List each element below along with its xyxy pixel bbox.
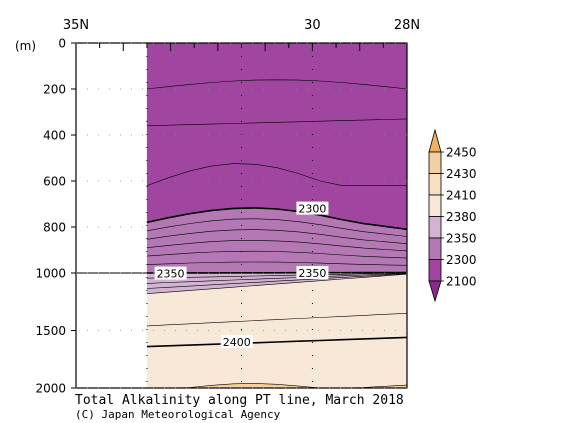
fill-band-below-2300 [146,43,407,230]
contour-thin-upper-2 [146,118,408,127]
chart-credit: (C) Japan Meteorological Agency [75,408,281,421]
contour-thin-mid-5 [146,261,408,266]
y-tick-label: 0 [58,37,66,51]
colorbar-extend-top [428,128,442,153]
fill-band-2410-2430 [146,313,407,388]
colorbar-segment [428,216,442,239]
y-tick-label: 800 [43,221,66,235]
colorbar-segment [428,151,442,174]
contour-thin-upper-3 [146,163,407,186]
colorbar-segment [428,259,442,282]
contour-label-bg [154,266,187,280]
y-tick-label: 1000 [35,267,66,281]
contour-2380 [146,273,408,294]
colorbar-segment [428,237,442,260]
y-tick-label: 2000 [35,382,66,396]
colorbar-label: 2300 [446,253,477,267]
contour-label-layer: 2300 2350 2350 2400 [154,201,329,349]
contour-label: 2350 [298,267,326,280]
contour-label-bg [296,266,329,279]
contour-thin-lower-2 [146,273,408,284]
chart-title: Total Alkalinity along PT line, March 20… [75,393,404,408]
y-tick-label: 200 [43,83,66,97]
contour-label: 2400 [223,336,251,349]
contour-thin-mid-1 [146,218,408,237]
colorbar-label: 2100 [446,275,477,289]
fill-band-above-2430 [146,383,407,388]
contour-label-bg [296,201,329,215]
y-tick-label: 600 [43,175,66,189]
colorbar-label: 2410 [446,189,477,203]
x-tick-label: 28N [394,18,420,33]
fill-band-2300-2350 [146,207,407,273]
y-tick-label: 400 [43,129,66,143]
contour-2410 [146,313,408,327]
fill-band-2350-2380 [146,272,407,294]
x-tick-label: 30 [304,18,321,33]
contour-thin-mid-3 [146,240,408,252]
fill-band-2380-2410 [146,274,407,326]
contour-thin-mid-2 [146,229,408,244]
x-tick-label: 35N [63,18,89,33]
contour-fill-layer [146,43,407,388]
y-axis-unit-label: (m) [15,39,36,53]
colorbar-segment [428,194,442,217]
colorbar-extend-bottom [428,280,442,303]
contour-2400 [146,336,408,348]
contour-label: 2300 [298,203,326,216]
colorbar-label: 2380 [446,210,477,224]
contour-thin-lower-3 [146,273,408,289]
contour-thin-upper-1 [146,79,408,90]
colorbar-segment [428,173,442,196]
contour-2300 [146,207,408,231]
contour-2350 [146,271,408,274]
colorbar-label: 2350 [446,232,477,246]
colorbar-label: 2430 [446,167,477,181]
contour-thin-lower-1 [146,272,408,279]
contour-thin-mid-4 [146,250,408,259]
colorbar: 2450 2430 2410 2380 2350 2300 2100 [428,128,477,303]
contour-label-bg [220,335,253,348]
y-tick-label: 1500 [35,324,66,338]
colorbar-label: 2450 [446,146,477,160]
axes-layer: 35N 30 28N 0 200 400 600 800 1000 1500 2000 [35,18,420,396]
contour-label: 2350 [157,268,185,281]
